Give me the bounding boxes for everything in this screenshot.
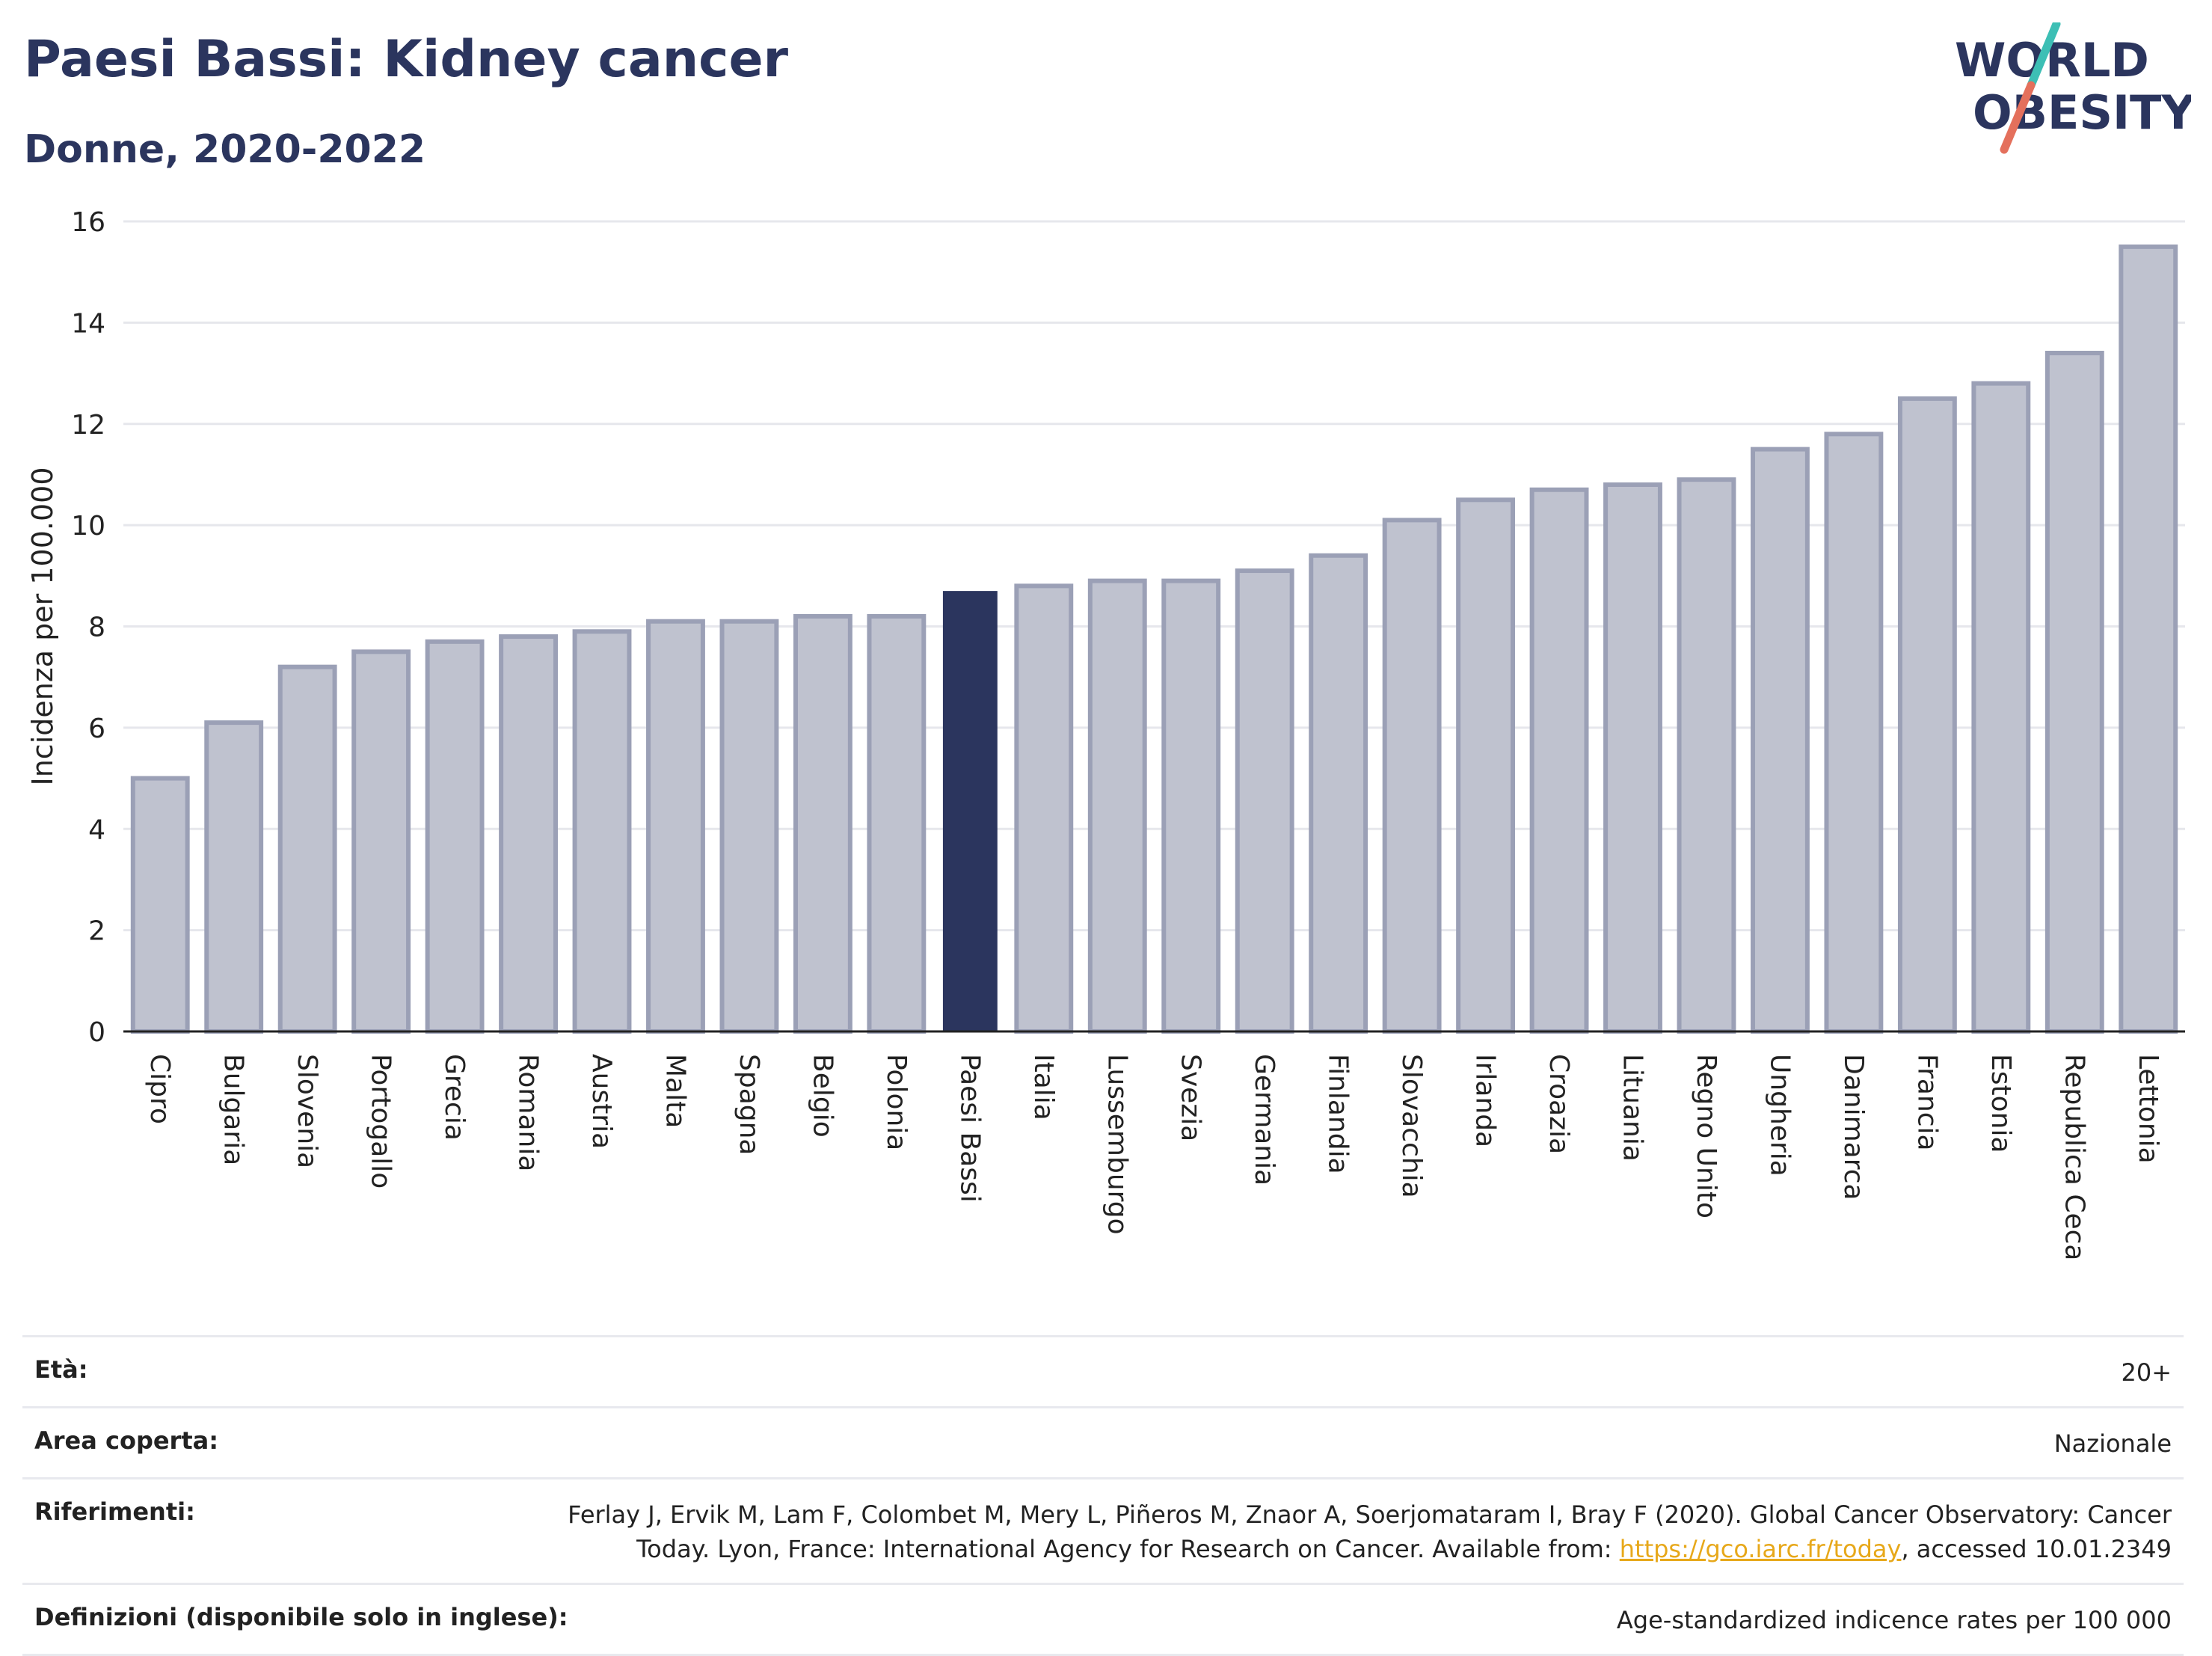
bar-chart: 0 2 4 6 8 10 12 14 16 Cipro Bulgaria Slovenia Portog… [26, 207, 2185, 1261]
bar-lettonia [2119, 244, 2178, 1034]
world-obesity-logo: WORLD OBESITY [1955, 22, 2191, 154]
y-tick-label: 4 [88, 815, 105, 845]
x-tick-label: Polonia [881, 1054, 912, 1150]
bars [130, 244, 2178, 1034]
x-tick-label: Austria [586, 1054, 617, 1149]
x-tick-label: Malta [660, 1054, 690, 1128]
x-tick-label: Grecia [439, 1054, 470, 1141]
logo-slash-bottom [2000, 81, 2036, 154]
definitions-value: Age-standardized indicence rates per 100… [1616, 1606, 2172, 1634]
references-accessed: , accessed 10.01.2349 [1901, 1535, 2172, 1563]
meta-row-references: Riferimenti: Ferlay J, Ervik M, Lam F, C… [22, 1477, 2184, 1583]
bar-slovenia [277, 664, 337, 1034]
definitions-label: Definizioni (disponibile solo in inglese… [34, 1603, 568, 1631]
bar-romania [499, 634, 558, 1034]
y-tick-label: 16 [71, 207, 105, 238]
meta-row-definitions: Definizioni (disponibile solo in inglese… [22, 1583, 2184, 1656]
bar-polonia [867, 613, 927, 1034]
bar-grecia [425, 639, 485, 1034]
meta-row-area: Area coperta: Nazionale [22, 1406, 2184, 1477]
y-tick-label: 10 [71, 511, 105, 542]
x-tick-label: Estonia [1985, 1054, 2016, 1153]
x-tick-label: Lituania [1617, 1054, 1648, 1162]
y-tick-label: 2 [88, 916, 105, 947]
bar-spagna [719, 619, 779, 1034]
x-tick-label: Italia [1028, 1054, 1059, 1120]
references-value: Ferlay J, Ervik M, Lam F, Colombet M, Me… [568, 1497, 2172, 1566]
x-tick-label: Republica Ceca [2059, 1054, 2089, 1261]
x-tick-label: Slovenia [292, 1054, 322, 1168]
x-tick-label: Spagna [734, 1054, 764, 1156]
references-text-line-1: Ferlay J, Ervik M, Lam F, Colombet M, Me… [568, 1500, 2172, 1529]
bar-cipro [130, 776, 190, 1034]
x-tick-label: Lettonia [2133, 1054, 2163, 1164]
bar-croazia [1529, 487, 1589, 1034]
age-value: 20+ [2121, 1358, 2172, 1387]
x-tick-label: Francia [1911, 1054, 1942, 1151]
y-tick-label: 8 [88, 613, 105, 643]
bar-danimarca [1824, 432, 1884, 1034]
meta-row-age: Età: 20+ [22, 1335, 2184, 1406]
x-tick-label: Belgio [807, 1054, 838, 1138]
bar-malta [646, 619, 705, 1034]
bar-svezia [1161, 578, 1221, 1034]
x-tick-label: Regno Unito [1691, 1054, 1721, 1218]
x-tick-label: Lussemburgo [1102, 1054, 1132, 1235]
x-tick-label: Slovacchia [1396, 1054, 1427, 1198]
bar-slovacchia [1382, 518, 1442, 1034]
x-tick-label: Germania [1249, 1054, 1279, 1186]
area-label: Area coperta: [34, 1426, 219, 1455]
x-tick-label: Paesi Bassi [954, 1054, 985, 1203]
chart-title: Paesi Bassi: Kidney cancer [24, 30, 789, 89]
bar-lussemburgo [1087, 578, 1147, 1034]
area-value: Nazionale [2053, 1429, 2172, 1458]
x-tick-label: Irlanda [1470, 1054, 1501, 1147]
bar-germania [1235, 568, 1294, 1034]
x-tick-label: Svezia [1176, 1054, 1206, 1141]
bar-regno-unito [1677, 477, 1736, 1034]
bar-italia [1014, 583, 1074, 1034]
bar-paesi-bassi [942, 591, 998, 1031]
x-tick-label: Finlandia [1323, 1054, 1354, 1174]
references-link[interactable]: https://gco.iarc.fr/today [1619, 1535, 1902, 1563]
x-tick-label: Romania [513, 1054, 544, 1171]
bar-lituania [1603, 482, 1662, 1034]
metadata-table: Età: 20+ Area coperta: Nazionale Riferim… [22, 1335, 2184, 1656]
chart-subtitle: Donne, 2020-2022 [24, 127, 426, 172]
references-label: Riferimenti: [34, 1497, 195, 1526]
x-tick-label: Danimarca [1838, 1054, 1869, 1200]
x-tick-label: Bulgaria [218, 1054, 249, 1165]
logo-slash-top [2027, 22, 2061, 90]
bar-belgio [793, 613, 852, 1034]
axes: 0 2 4 6 8 10 12 14 16 Cipro Bulgaria Slovenia Portog… [71, 207, 2185, 1261]
x-tick-label: Portogallo [366, 1054, 396, 1189]
bar-portogallo [351, 649, 411, 1034]
y-tick-label: 14 [71, 308, 105, 339]
bar-ungheria [1751, 447, 1810, 1034]
y-axis-label: Incidenza per 100.000 [26, 467, 59, 786]
y-tick-label: 12 [71, 410, 105, 441]
age-label: Età: [34, 1355, 88, 1384]
bar-finlandia [1309, 553, 1368, 1034]
x-tick-label: Ungheria [1764, 1054, 1795, 1177]
x-tick-label: Croazia [1543, 1054, 1574, 1154]
x-tick-label: Cipro [144, 1054, 175, 1124]
y-tick-label: 6 [88, 714, 105, 744]
bar-francia [1897, 396, 1957, 1034]
bar-estonia [1971, 381, 2031, 1034]
bar-bulgaria [204, 720, 264, 1034]
bar-irlanda [1456, 497, 1516, 1034]
y-tick-label: 0 [88, 1017, 105, 1048]
bar-republica-ceca [2044, 350, 2104, 1034]
references-text-line-2: Today. Lyon, France: International Agenc… [636, 1535, 1620, 1563]
bar-austria [572, 629, 632, 1034]
